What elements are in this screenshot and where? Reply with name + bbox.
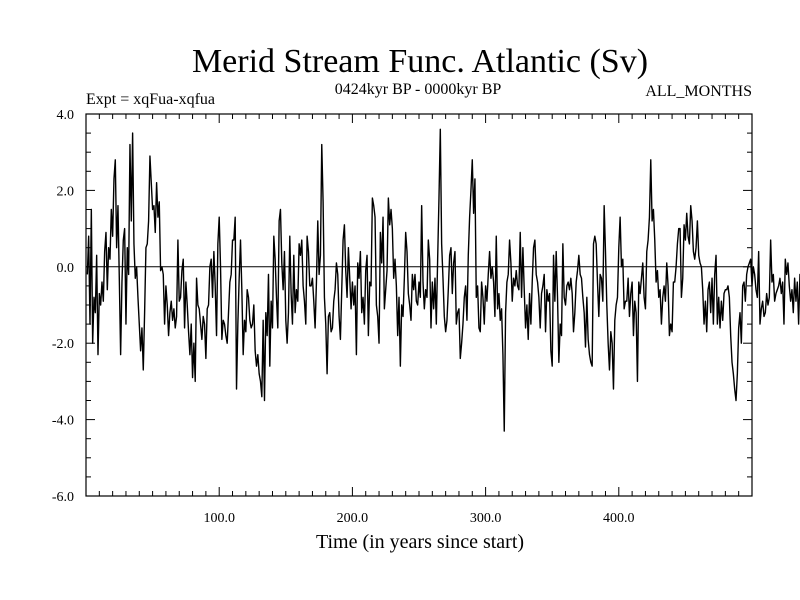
- chart-title: Merid Stream Func. Atlantic (Sv): [192, 43, 648, 80]
- y-tick-label: -2.0: [52, 337, 74, 352]
- x-tick-label: 100.0: [203, 511, 235, 526]
- x-tick-label: 200.0: [337, 511, 369, 526]
- chart-subtitle-right: ALL_MONTHS: [645, 83, 752, 100]
- series-line: [86, 128, 800, 432]
- x-axis-label: Time (in years since start): [316, 531, 524, 553]
- chart-subtitle-left: Expt = xqFua-xqfua: [86, 91, 215, 108]
- y-tick-label: 0.0: [57, 261, 75, 276]
- x-axis-ticks: 100.0 200.0 300.0 400.0: [98, 114, 740, 526]
- y-axis-ticks: -6.0 -4.0 -2.0 0.0 2.0 4.0: [52, 108, 752, 505]
- x-tick-label: 400.0: [603, 511, 635, 526]
- y-tick-label: 2.0: [57, 184, 75, 199]
- chart-subtitle-center: 0424kyr BP - 0000kyr BP: [335, 81, 502, 98]
- plot-frame: [85, 113, 753, 497]
- x-tick-label: 300.0: [470, 511, 502, 526]
- y-tick-label: -4.0: [52, 414, 74, 429]
- y-tick-label: 4.0: [57, 108, 75, 123]
- y-tick-label: -6.0: [52, 490, 74, 505]
